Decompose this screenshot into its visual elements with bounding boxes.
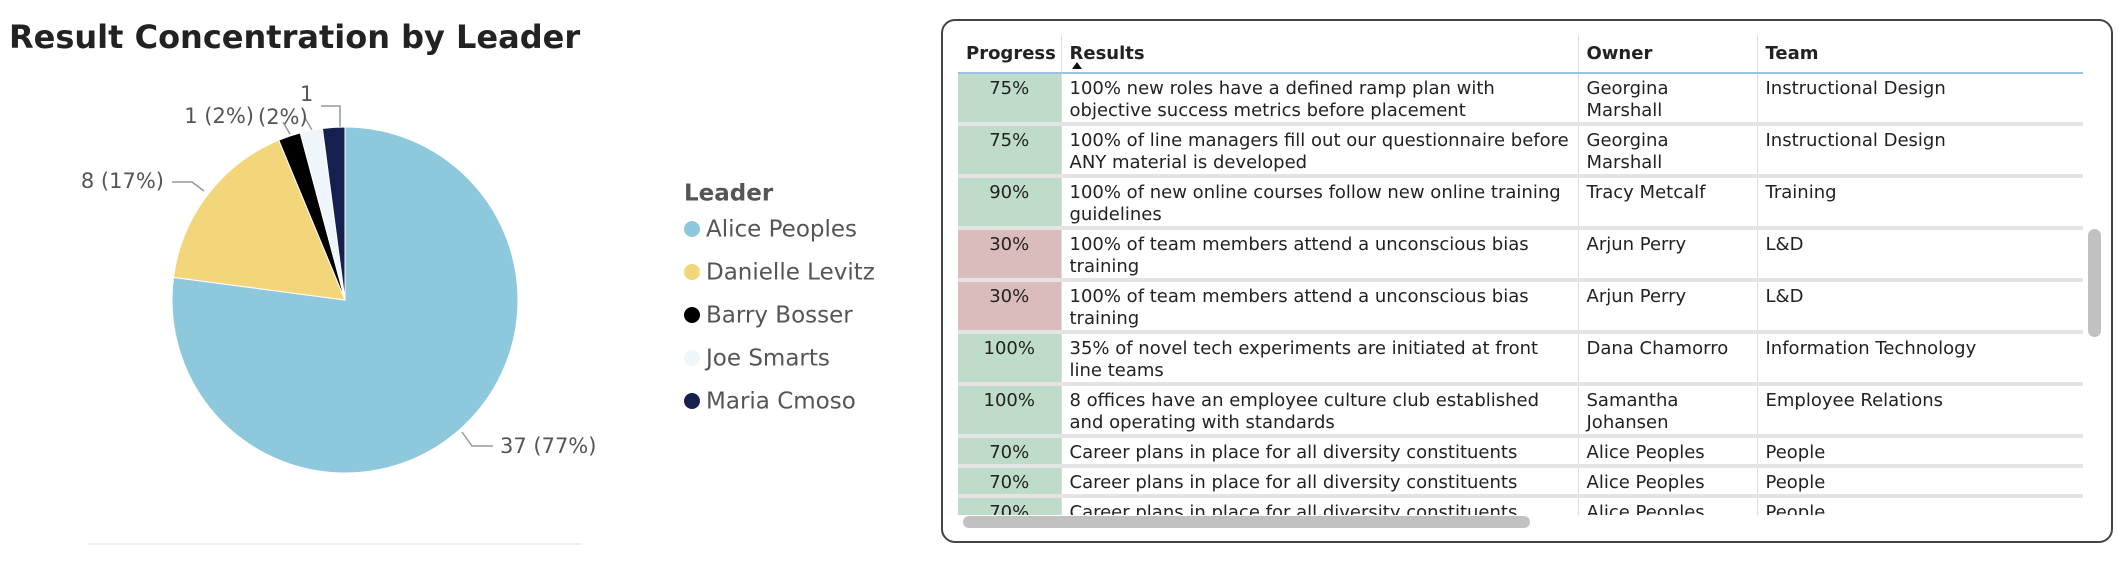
leader-line (304, 117, 313, 131)
team-cell: People (1757, 466, 2083, 498)
progress-cell: 100% (958, 332, 1062, 386)
data-label: (2%) (258, 105, 308, 129)
column-header[interactable]: Progress (958, 35, 1062, 74)
results-table: Progress Results Owner Team 75% 100% new rol… (958, 35, 2083, 515)
team-cell: Instructional Design (1757, 73, 2083, 126)
table-row[interactable]: 30% 100% of team members attend a unconsc… (958, 280, 2083, 334)
progress-cell: 75% (958, 73, 1062, 126)
column-header[interactable]: Team (1757, 35, 2083, 74)
progress-cell: 30% (958, 280, 1062, 334)
column-header[interactable]: Results (1061, 35, 1579, 74)
legend-label: Barry Bosser (706, 303, 853, 329)
owner-cell: Alice Peoples (1578, 496, 1758, 515)
leader-line (282, 121, 291, 135)
legend-title: Leader (684, 181, 774, 207)
owner-cell: Alice Peoples (1578, 436, 1758, 468)
column-header[interactable]: Owner (1578, 35, 1758, 74)
table-scroll[interactable]: Progress Results Owner Team 75% 100% new rol… (958, 35, 2083, 515)
owner-cell: Arjun Perry (1578, 228, 1758, 282)
table-row[interactable]: 100% 8 offices have an employee culture c… (958, 384, 2083, 438)
progress-cell: 70% (958, 466, 1062, 498)
legend-swatch (684, 264, 700, 280)
table-row[interactable]: 90% 100% of new online courses follow new… (958, 176, 2083, 230)
team-cell: Training (1757, 176, 2083, 230)
data-label: 1 (2%) (184, 104, 254, 128)
owner-cell: Georgina Marshall (1578, 73, 1758, 126)
legend-swatch (684, 393, 700, 409)
results-cell: Career plans in place for all diversity … (1061, 466, 1579, 498)
team-cell: People (1757, 496, 2083, 515)
results-cell: 8 offices have an employee culture club … (1061, 384, 1579, 438)
results-cell: 100% of team members attend a unconsciou… (1061, 280, 1579, 334)
data-label: 37 (77%) (500, 434, 596, 458)
vertical-scrollbar[interactable] (2088, 229, 2101, 337)
sort-arrow[interactable] (1071, 62, 1082, 69)
owner-cell: Samantha Johansen (1578, 384, 1758, 438)
table-row[interactable]: 70% Career plans in place for all diversi… (958, 466, 2083, 498)
legend-label: Joe Smarts (704, 346, 830, 372)
legend-label: Danielle Levitz (706, 260, 875, 286)
data-label: 1 (300, 82, 313, 106)
table-row[interactable]: 100% 35% of novel tech experiments are in… (958, 332, 2083, 386)
owner-cell: Dana Chamorro (1578, 332, 1758, 386)
legend-swatch (684, 221, 700, 237)
owner-cell: Georgina Marshall (1578, 124, 1758, 178)
owner-cell: Tracy Metcalf (1578, 176, 1758, 230)
table-row[interactable]: 70% Career plans in place for all diversi… (958, 496, 2083, 515)
leader-line (321, 105, 341, 127)
table-row[interactable]: 30% 100% of team members attend a unconsc… (958, 228, 2083, 282)
chart-title: Result Concentration by Leader (9, 18, 580, 56)
team-cell: Instructional Design (1757, 124, 2083, 178)
pie-slice (172, 139, 346, 301)
results-cell: 100% of line managers fill out our quest… (1061, 124, 1579, 178)
pie-chart: Result Concentration by Leader Leader 37… (9, 18, 875, 545)
table-row[interactable]: 75% 100% new roles have a defined ramp pl… (958, 73, 2083, 126)
owner-cell: Alice Peoples (1578, 466, 1758, 498)
legend-swatch (684, 307, 700, 323)
results-cell: Career plans in place for all diversity … (1061, 496, 1579, 515)
pie-slice (321, 126, 346, 301)
progress-cell: 70% (958, 496, 1062, 515)
results-cell: 100% new roles have a defined ramp plan … (1061, 73, 1579, 126)
team-cell: Information Technology (1757, 332, 2083, 386)
results-cell: Career plans in place for all diversity … (1061, 436, 1579, 468)
progress-cell: 70% (958, 436, 1062, 468)
data-label: 8 (17%) (81, 169, 164, 193)
leader-line (172, 181, 205, 192)
team-cell: People (1757, 436, 2083, 468)
team-cell: L&D (1757, 280, 2083, 334)
progress-cell: 90% (958, 176, 1062, 230)
table-row[interactable]: 70% Career plans in place for all diversi… (958, 436, 2083, 468)
progress-cell: 75% (958, 124, 1062, 178)
leader-line (461, 431, 493, 447)
legend-label: Maria Cmoso (706, 389, 856, 415)
results-cell: 100% of team members attend a unconsciou… (1061, 228, 1579, 282)
header-row: Progress Results Owner Team (958, 35, 2083, 74)
horizontal-scrollbar[interactable] (963, 516, 1530, 528)
results-cell: 35% of novel tech experiments are initia… (1061, 332, 1579, 386)
progress-cell: 30% (958, 228, 1062, 282)
progress-cell: 100% (958, 384, 1062, 438)
team-cell: L&D (1757, 228, 2083, 282)
owner-cell: Arjun Perry (1578, 280, 1758, 334)
legend-label: Alice Peoples (706, 217, 857, 243)
legend-swatch (684, 350, 700, 366)
table-panel (941, 19, 2113, 543)
results-cell: 100% of new online courses follow new on… (1061, 176, 1579, 230)
team-cell: Employee Relations (1757, 384, 2083, 438)
table-row[interactable]: 75% 100% of line managers fill out our qu… (958, 124, 2083, 178)
